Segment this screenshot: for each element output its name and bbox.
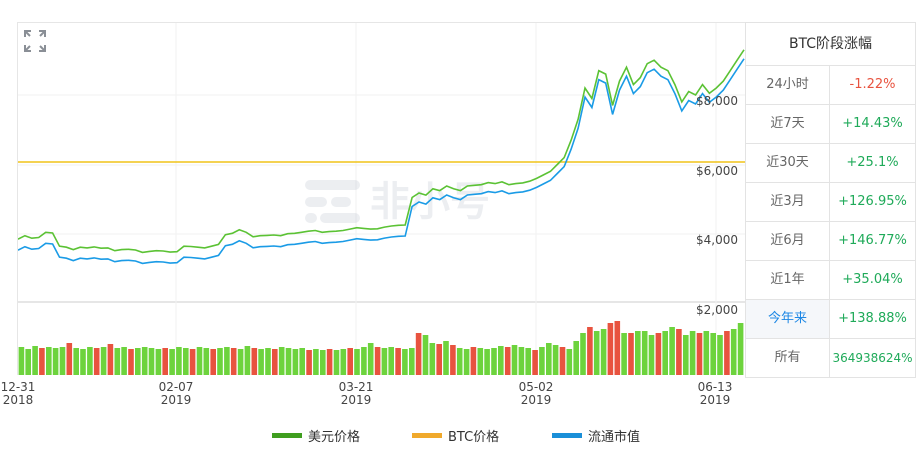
legend-swatch-icon (272, 433, 302, 438)
period-row[interactable]: 所有 364938624% (746, 339, 915, 378)
x-tick-2: 02-07 2019 (158, 380, 194, 407)
period-change-value: +138.88% (838, 311, 907, 326)
period-change-value: +25.1% (846, 155, 899, 170)
period-label[interactable]: 近1年 (746, 261, 830, 299)
x-tick-5: 06-13 2019 (697, 380, 733, 407)
period-row[interactable]: 近6月 +146.77% (746, 222, 915, 261)
period-label[interactable]: 所有 (746, 339, 830, 377)
period-row[interactable]: 近3月 +126.95% (746, 183, 915, 222)
period-change-value: 364938624% (832, 351, 913, 365)
panel-title: BTC阶段涨幅 (746, 23, 915, 66)
chart-legend: 美元价格 BTC价格 流通市值 (0, 426, 919, 445)
fullscreen-expand-icon[interactable] (22, 28, 48, 54)
legend-item-btc-price[interactable]: BTC价格 (412, 426, 499, 445)
period-change-value: +126.95% (838, 194, 907, 209)
btc-change-panel: BTC阶段涨幅 24小时 -1.22% 近7天 +14.43% 近30天 +25.1% 近3… (745, 22, 916, 378)
price-chart-svg: 非小号 (18, 23, 746, 375)
period-change-value: +35.04% (842, 272, 903, 287)
x-tick-3: 03-21 2019 (338, 380, 374, 407)
period-label[interactable]: 24小时 (746, 66, 830, 104)
legend-item-usd-price[interactable]: 美元价格 (272, 426, 360, 445)
period-label[interactable]: 今年来 (746, 300, 830, 338)
x-tick-4: 05-02 2019 (518, 380, 554, 407)
period-row[interactable]: 今年来 +138.88% (746, 300, 915, 339)
y-tick-2000: $2,000 (696, 303, 738, 317)
period-label[interactable]: 近3月 (746, 183, 830, 221)
legend-swatch-icon (552, 433, 582, 438)
period-label[interactable]: 近30天 (746, 144, 830, 182)
y-tick-8000: $8,000 (696, 94, 738, 108)
period-label[interactable]: 近7天 (746, 105, 830, 143)
y-tick-4000: $4,000 (696, 233, 738, 247)
legend-item-market-cap[interactable]: 流通市值 (552, 426, 640, 445)
y-tick-6000: $6,000 (696, 164, 738, 178)
svg-text:非小号: 非小号 (370, 179, 490, 225)
x-tick-1: 12-31 2018 (0, 380, 36, 407)
period-change-value: +146.77% (838, 233, 907, 248)
period-row[interactable]: 近7天 +14.43% (746, 105, 915, 144)
period-row[interactable]: 24小时 -1.22% (746, 66, 915, 105)
period-row[interactable]: 近30天 +25.1% (746, 144, 915, 183)
period-label[interactable]: 近6月 (746, 222, 830, 260)
period-change-value: -1.22% (849, 77, 896, 92)
legend-swatch-icon (412, 433, 442, 438)
chart-area[interactable]: 非小号 (17, 22, 746, 375)
period-change-value: +14.43% (842, 116, 903, 131)
period-row[interactable]: 近1年 +35.04% (746, 261, 915, 300)
